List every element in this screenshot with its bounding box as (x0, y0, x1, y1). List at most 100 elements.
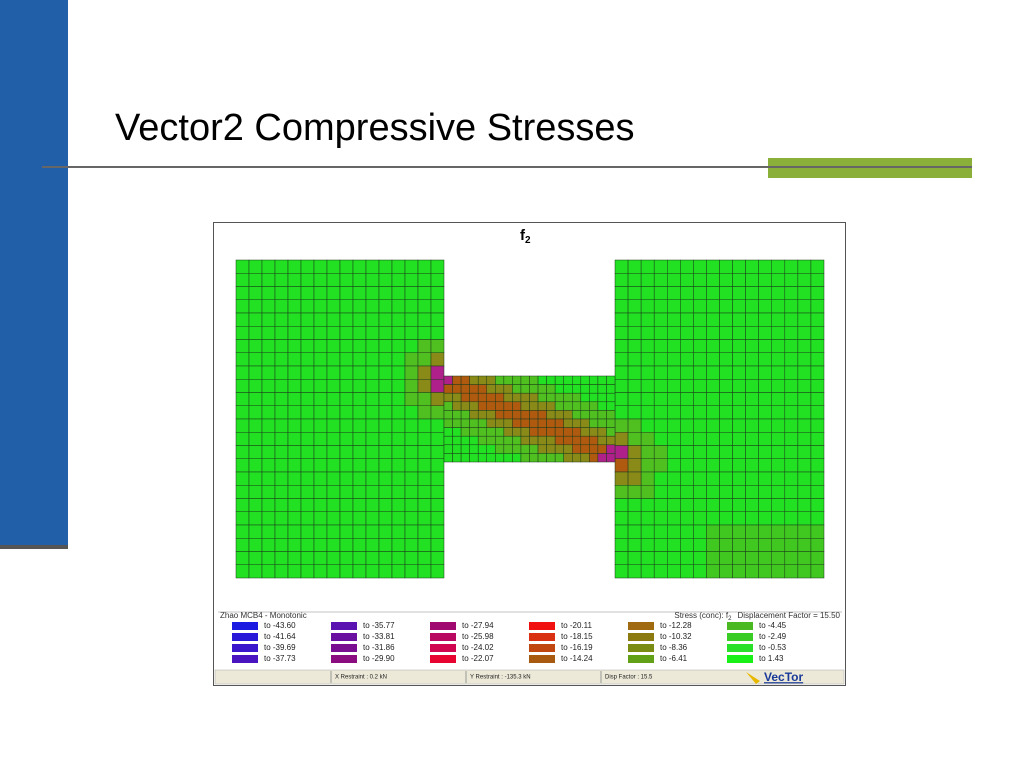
mesh-cell (640, 485, 655, 499)
mesh-cell (653, 524, 668, 539)
mesh-cell (274, 538, 289, 552)
mesh-cell (810, 538, 825, 552)
mesh-cell (378, 273, 393, 287)
legend-swatch (628, 644, 654, 652)
mesh-cell (745, 564, 759, 579)
mesh-cell (537, 453, 547, 463)
mesh-cell (640, 273, 655, 287)
mesh-cell (274, 392, 289, 406)
mesh-cell (326, 312, 341, 327)
legend-swatch (232, 644, 258, 652)
mesh-cell (339, 445, 354, 459)
mesh-cell (512, 418, 522, 428)
mesh-cell (326, 405, 341, 420)
mesh-cell (460, 401, 470, 411)
mesh-cell (287, 405, 302, 420)
mesh-cell (706, 352, 720, 367)
mesh-cell (732, 259, 746, 274)
mesh-cell (706, 498, 720, 512)
mesh-cell (680, 485, 694, 499)
mesh-cell (546, 375, 556, 385)
mesh-cell (606, 392, 616, 403)
mesh-cell (758, 418, 772, 433)
mesh-cell (546, 453, 556, 463)
mesh-cell (719, 326, 733, 340)
mesh-cell (235, 312, 250, 327)
mesh-cell (546, 427, 556, 437)
mesh-cell (771, 392, 786, 406)
mesh-cell (597, 453, 607, 463)
mesh-cell (503, 418, 513, 428)
mesh-cell (627, 432, 642, 446)
mesh-cell (339, 564, 354, 579)
legend-swatch (331, 622, 357, 630)
mesh-cell (614, 259, 629, 274)
mesh-cell (667, 299, 681, 314)
mesh-cell (274, 445, 289, 459)
mesh-cell (719, 564, 733, 579)
mesh-cell (732, 551, 746, 565)
mesh-cell (248, 432, 263, 446)
mesh-cell (300, 445, 315, 459)
mesh-cell (719, 392, 733, 406)
mesh-cell (300, 259, 315, 274)
mesh-cell (653, 498, 668, 512)
mesh-cell (339, 299, 354, 314)
mesh-cell (529, 401, 539, 411)
mesh-cell (452, 444, 462, 454)
mesh-cell (784, 418, 799, 433)
mesh-cell (313, 564, 328, 579)
mesh-cell (417, 339, 432, 353)
mesh-cell (771, 458, 786, 473)
mesh-cell (430, 299, 445, 314)
mesh-cell (563, 444, 573, 454)
slide-title: Vector2 Compressive Stresses (115, 107, 635, 149)
mesh-cell (640, 259, 655, 274)
mesh-cell (452, 435, 462, 446)
mesh-cell (326, 538, 341, 552)
mesh-cell (391, 471, 406, 486)
model-name: Zhao MCB4 - Monotonic (220, 611, 307, 620)
legend-swatch (232, 633, 258, 641)
mesh-cell (640, 458, 655, 473)
mesh-cell (653, 405, 668, 420)
mesh-cell (391, 511, 406, 526)
mesh-cell (365, 471, 380, 486)
mesh-cell (274, 365, 289, 380)
legend-swatch (232, 622, 258, 630)
mesh-cell (248, 286, 263, 300)
mesh-cell (326, 418, 341, 433)
mesh-cell (771, 405, 786, 420)
mesh-cell (313, 286, 328, 300)
mesh-cell (653, 485, 668, 499)
legend-label: to -39.69 (264, 643, 296, 652)
mesh-cell (606, 401, 616, 411)
mesh-cell (391, 551, 406, 565)
mesh-cell (627, 471, 642, 486)
mesh-cell (477, 444, 488, 454)
mesh-cell (706, 551, 720, 565)
mesh-cell (529, 444, 539, 454)
mesh-cell (758, 339, 772, 353)
mesh-cell (627, 286, 642, 300)
mesh-cell (732, 511, 746, 526)
mesh-cell (745, 405, 759, 420)
mesh-cell (313, 405, 328, 420)
mesh-cell (771, 445, 786, 459)
mesh-cell (706, 326, 720, 340)
mesh-cell (477, 418, 488, 428)
mesh-cell (326, 259, 341, 274)
mesh-cell (313, 524, 328, 539)
mesh-cell (719, 365, 733, 380)
mesh-cell (667, 352, 681, 367)
mesh-cell (706, 299, 720, 314)
mesh-cell (627, 524, 642, 539)
mesh-cell (235, 564, 250, 579)
mesh-cell (261, 511, 276, 526)
mesh-cell (404, 498, 419, 512)
mesh-cell (313, 259, 328, 274)
mesh-cell (300, 379, 315, 393)
mesh-cell (417, 286, 432, 300)
mesh-cell (706, 339, 720, 353)
mesh-cell (640, 365, 655, 380)
